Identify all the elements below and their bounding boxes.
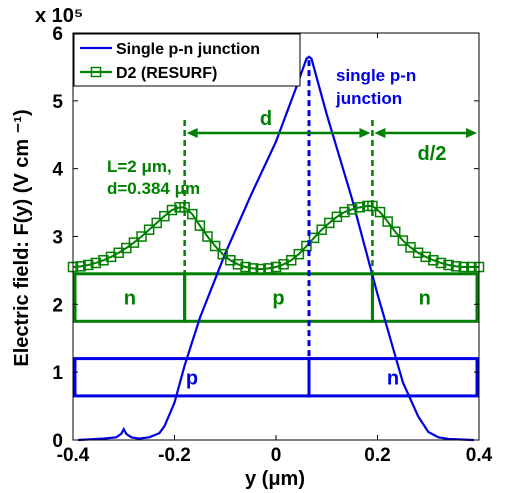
- series-point-1-12: [159, 210, 170, 222]
- series-point-1-4: [98, 254, 109, 266]
- series-point-1-47: [420, 251, 431, 263]
- arrow-d-half-head-left: [374, 128, 386, 138]
- region-box-d2-2: [370, 272, 479, 323]
- series-point-1-48: [428, 254, 439, 266]
- dimension-arrows: [186, 128, 477, 138]
- series-point-1-1: [75, 261, 86, 272]
- x-tick-label-4: 0.4: [466, 445, 493, 466]
- series-point-1-3: [90, 257, 102, 269]
- x-tick-label-3: 0.2: [364, 445, 390, 466]
- y-tick-label-4: 4: [52, 160, 63, 181]
- series-point-1-20: [217, 248, 228, 260]
- region-label-d2-1: p: [272, 288, 284, 310]
- series-point-1-42: [382, 216, 393, 227]
- series-point-1-22: [232, 259, 244, 270]
- legend-entry-0: Single p-n junction: [116, 41, 260, 58]
- series-point-1-16: [187, 208, 198, 220]
- region-box-single-4: [307, 357, 479, 398]
- series-point-1-53: [466, 261, 477, 273]
- series-point-1-30: [293, 248, 305, 260]
- series-point-1-37: [346, 204, 358, 215]
- legend-box: [73, 33, 301, 87]
- y-exponent-label: x 10⁵: [35, 5, 83, 27]
- series-point-1-27: [270, 261, 282, 273]
- y-axis-label: Electric field: F(y) (V cm ⁻¹): [11, 109, 33, 366]
- x-axis-label: y (μm): [245, 468, 305, 490]
- series-point-1-49: [435, 257, 447, 269]
- y-tick-label-5: 5: [52, 92, 63, 113]
- y-tick-label-1: 1: [52, 363, 63, 384]
- annotation-single-pn-line2: junction: [335, 89, 402, 108]
- series-point-1-33: [316, 224, 327, 235]
- legend-entry-1: D2 (RESURF): [116, 65, 217, 82]
- series-point-1-44: [397, 235, 409, 246]
- series-point-1-23: [240, 261, 251, 273]
- series-point-1-17: [194, 220, 206, 231]
- legend: Single p-n junction D2 (RESURF): [73, 33, 301, 87]
- series-point-1-7: [121, 242, 132, 254]
- series-line-1: [72, 204, 479, 271]
- axis-ticks: -0.4 -0.2 0 0.2 0.4 0 1 2 3 4 5 6: [52, 24, 492, 466]
- series-point-1-34: [324, 217, 335, 229]
- legend-swatch-marker-1: [90, 66, 102, 78]
- dashed-vertical-lines: [183, 60, 374, 396]
- series-point-1-10: [143, 224, 155, 235]
- series-line-0: [78, 55, 474, 442]
- series-point-1-8: [128, 237, 140, 248]
- series-point-1-38: [354, 202, 365, 213]
- series-point-1-51: [450, 261, 462, 272]
- series-point-1-19: [209, 240, 221, 252]
- series-point-1-2: [82, 259, 94, 271]
- annotation-d-half: d/2: [418, 143, 447, 165]
- series-point-1-9: [136, 231, 147, 242]
- annotation-d: d: [260, 108, 272, 130]
- annotation-param-L: L=2 μm,: [107, 157, 172, 176]
- y-tick-label-6: 6: [52, 24, 63, 45]
- annotation-param-d: d=0.384 μm: [107, 179, 200, 198]
- region-label-d2-2: n: [419, 288, 431, 310]
- series-point-1-13: [166, 204, 178, 216]
- series-point-1-52: [458, 261, 470, 273]
- series-point-1-41: [374, 206, 386, 218]
- series-point-1-45: [405, 242, 416, 253]
- series-point-1-32: [308, 232, 320, 244]
- series-point-1-36: [339, 206, 350, 218]
- x-tick-label-2: 0: [271, 445, 282, 466]
- series-point-1-29: [285, 254, 297, 266]
- arrow-d-half-head-right: [466, 128, 477, 138]
- series-point-1-43: [390, 226, 401, 238]
- arrow-d-head-left: [186, 128, 198, 138]
- y-tick-label-3: 3: [52, 228, 63, 249]
- series-point-1-25: [255, 263, 267, 275]
- series-point-1-26: [263, 263, 274, 274]
- y-tick-label-0: 0: [52, 431, 63, 452]
- series-point-1-31: [301, 240, 312, 252]
- arrow-d-head-right: [359, 128, 371, 138]
- series-point-1-18: [202, 231, 213, 242]
- series-point-1-50: [443, 259, 454, 271]
- series-point-1-24: [247, 263, 259, 274]
- y-tick-label-2: 2: [52, 295, 63, 316]
- region-boxes: n p n p n: [73, 272, 479, 398]
- series-point-1-11: [151, 217, 162, 229]
- x-tick-label-1: -0.2: [158, 445, 191, 466]
- region-label-single-3: p: [186, 367, 198, 389]
- region-label-single-4: n: [387, 367, 399, 389]
- region-label-d2-0: n: [124, 288, 136, 310]
- annotation-single-pn-line1: single p-n: [336, 66, 416, 85]
- x-tick-label-0: -0.4: [57, 445, 90, 466]
